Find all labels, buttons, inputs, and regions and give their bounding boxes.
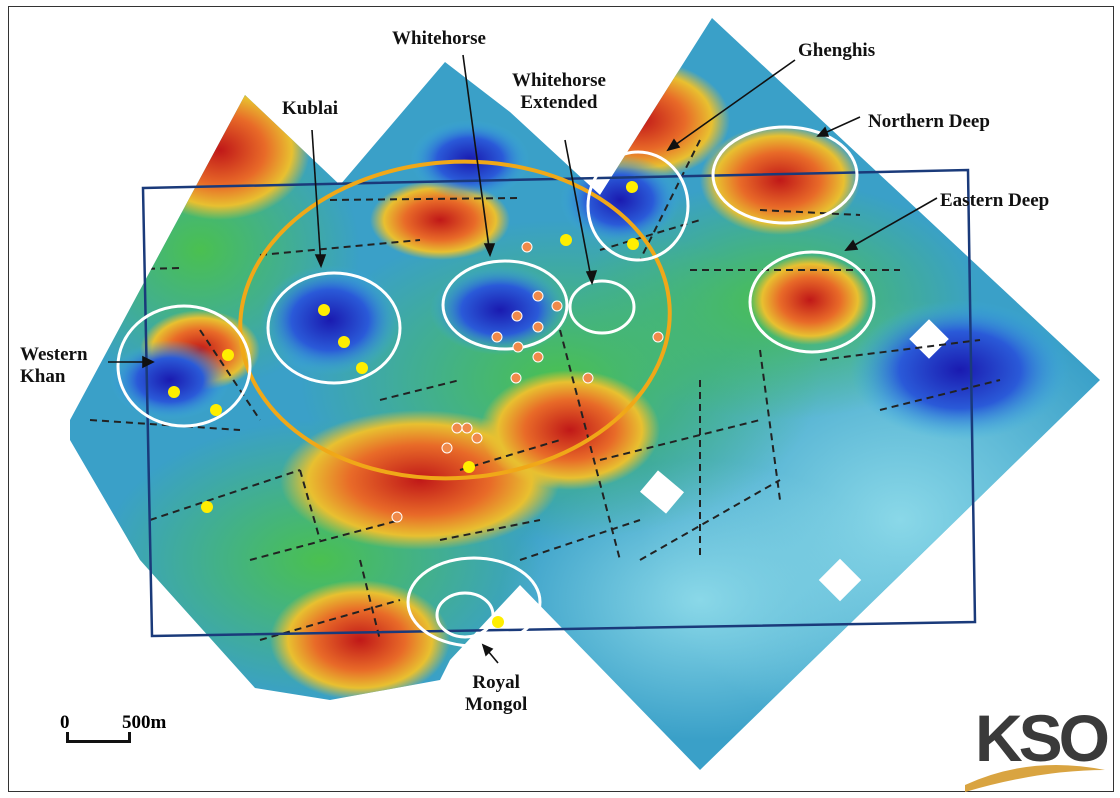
label-northern-deep: Northern Deep <box>868 111 990 132</box>
label-kublai: Kublai <box>282 98 338 119</box>
logo-text: KSO <box>975 701 1110 775</box>
target-royal-mongol-inner <box>435 591 495 639</box>
scale-tick-right <box>128 732 131 743</box>
target-northern-deep <box>711 125 859 225</box>
label-royal-mongol: Royal Mongol <box>465 672 528 715</box>
scale-line <box>66 740 130 743</box>
scale-distance: 500m <box>122 712 167 733</box>
target-kublai <box>266 271 402 385</box>
drillholes-orange <box>391 241 664 523</box>
target-western-khan <box>116 304 252 428</box>
scale-bar: 0 500m <box>60 712 240 752</box>
survey-boundary <box>141 168 977 638</box>
target-royal-mongol-outer <box>406 556 542 648</box>
label-whitehorse-extended: Whitehorse Extended <box>512 70 606 113</box>
scale-zero: 0 <box>60 712 70 733</box>
target-whitehorse <box>441 259 569 351</box>
label-western-khan: Western Khan <box>20 344 88 387</box>
target-eastern-deep <box>748 250 876 354</box>
drillholes-yellow <box>168 181 639 628</box>
label-eastern-deep: Eastern Deep <box>940 190 1050 211</box>
map-frame <box>8 6 1114 792</box>
target-ghenghis <box>586 150 690 262</box>
scale-tick-left <box>66 732 69 743</box>
label-ghenghis: Ghenghis <box>798 40 876 61</box>
label-whitehorse: Whitehorse <box>392 28 486 49</box>
kso-logo: KSO <box>955 700 1115 795</box>
logo-swoosh <box>965 765 1105 792</box>
target-whitehorse-extended <box>568 279 636 335</box>
